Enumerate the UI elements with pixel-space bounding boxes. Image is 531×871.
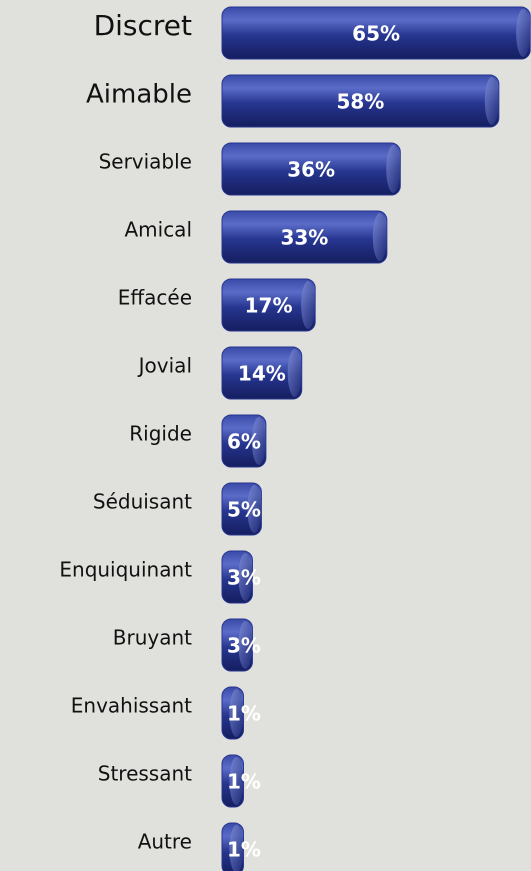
category-label: Enquiquinant — [59, 558, 192, 582]
value-label: 3% — [227, 566, 261, 590]
bar-cap — [229, 757, 244, 805]
value-label: 14% — [238, 362, 286, 386]
bar-cap — [238, 621, 253, 669]
bar-cap — [516, 9, 531, 57]
bar-cap — [229, 825, 244, 871]
bar-cap — [251, 417, 266, 465]
value-label: 1% — [227, 770, 261, 794]
value-label: 5% — [227, 498, 261, 522]
value-label: 36% — [287, 158, 335, 182]
category-label: Séduisant — [93, 490, 192, 514]
bar-cap — [229, 689, 244, 737]
value-label: 1% — [227, 702, 261, 726]
bar-cap — [238, 553, 253, 601]
category-label: Rigide — [129, 422, 192, 446]
value-label: 6% — [227, 430, 261, 454]
category-label: Bruyant — [113, 626, 192, 650]
category-label: Amical — [124, 218, 192, 242]
category-label: Discret — [94, 9, 192, 42]
value-label: 17% — [245, 294, 293, 318]
bar-cap — [386, 145, 401, 193]
value-label: 1% — [227, 838, 261, 862]
value-label: 3% — [227, 634, 261, 658]
category-label: Effacée — [118, 286, 192, 310]
bar-cap — [247, 485, 262, 533]
category-label: Serviable — [99, 150, 192, 174]
bar-cap — [484, 77, 499, 125]
value-label: 58% — [336, 90, 384, 114]
value-label: 65% — [352, 22, 400, 46]
category-label: Envahissant — [71, 694, 192, 718]
category-label: Aimable — [86, 80, 192, 110]
category-label: Jovial — [137, 354, 192, 378]
bar-cap — [287, 349, 302, 397]
category-label: Autre — [138, 830, 192, 854]
bar-cap — [372, 213, 387, 261]
value-label: 33% — [280, 226, 328, 250]
category-label: Stressant — [98, 762, 192, 786]
bar-cap — [301, 281, 316, 329]
